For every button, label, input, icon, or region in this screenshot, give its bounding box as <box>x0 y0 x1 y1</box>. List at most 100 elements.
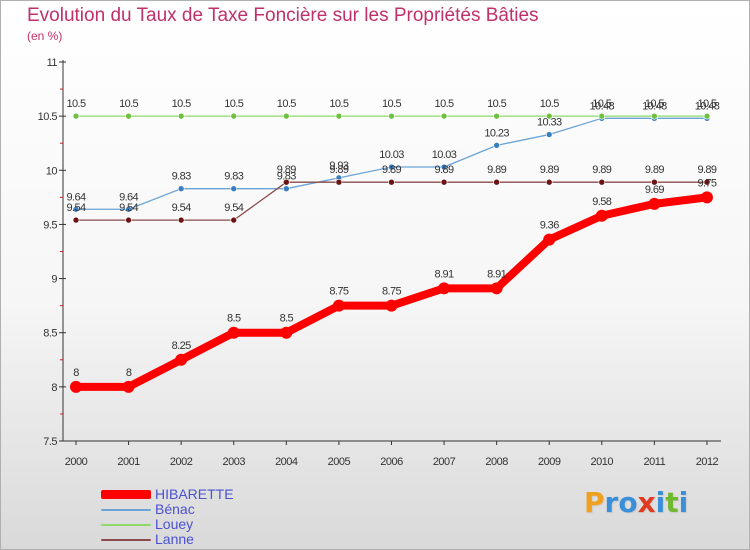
data-point <box>493 112 500 120</box>
legend-swatch <box>101 539 151 541</box>
logo-letter: t <box>665 486 679 519</box>
data-label: 10.5 <box>277 98 296 110</box>
data-label: 8.25 <box>172 340 191 352</box>
data-label: 8.75 <box>329 286 348 298</box>
legend-label: HIBARETTE <box>155 486 234 502</box>
data-label: 9.75 <box>697 177 716 189</box>
data-label: 8.5 <box>227 313 241 325</box>
data-point <box>648 197 661 210</box>
data-point <box>283 112 290 120</box>
x-tick-label: 2008 <box>485 456 508 468</box>
data-point <box>283 178 290 186</box>
data-point <box>700 191 713 204</box>
data-point <box>72 205 80 213</box>
data-point <box>72 112 80 120</box>
data-point <box>388 178 395 186</box>
data-point <box>125 205 132 213</box>
data-label: 9.89 <box>277 164 296 176</box>
data-point <box>335 112 343 120</box>
legend-swatch <box>101 490 151 499</box>
data-point <box>651 112 658 120</box>
data-point <box>545 112 553 120</box>
x-tick-label: 2006 <box>380 456 403 468</box>
data-label: 9.93 <box>329 160 348 172</box>
data-label: 10.5 <box>172 98 191 110</box>
data-label: 9.54 <box>224 202 243 214</box>
data-point <box>703 112 711 120</box>
data-point <box>493 178 500 186</box>
data-point <box>545 131 553 138</box>
data-label: 9.89 <box>435 164 454 176</box>
logo-letter: x <box>637 486 656 519</box>
data-label: 10.5 <box>66 98 85 110</box>
x-tick-label: 2001 <box>117 456 140 468</box>
data-point <box>651 178 658 186</box>
data-point <box>230 185 238 192</box>
data-label: 8.91 <box>435 268 454 280</box>
data-point <box>545 178 553 186</box>
data-point <box>440 163 448 171</box>
data-label: 9.89 <box>382 164 401 176</box>
x-tick-label: 2002 <box>170 456 193 468</box>
x-tick-label: 2011 <box>644 456 666 468</box>
data-label: 10.48 <box>642 100 667 112</box>
data-point <box>703 178 711 186</box>
data-label: 9.89 <box>487 164 506 176</box>
y-tick-label: 7.5 <box>43 436 57 448</box>
data-point <box>543 233 556 246</box>
data-label: 9.36 <box>540 220 559 232</box>
data-point <box>490 282 503 295</box>
data-label: 10.5 <box>224 98 243 110</box>
data-label: 10.5 <box>382 98 401 110</box>
data-point <box>230 216 238 224</box>
x-tick-label: 2007 <box>433 456 456 468</box>
data-label: 8.91 <box>487 268 506 280</box>
data-label: 9.89 <box>645 164 664 176</box>
data-label: 9.89 <box>329 164 348 176</box>
data-point <box>177 216 185 224</box>
data-label: 9.54 <box>172 202 191 214</box>
data-point <box>332 299 345 312</box>
data-label: 9.89 <box>697 164 716 176</box>
data-point <box>122 380 135 393</box>
y-tick-label: 11 <box>47 57 58 69</box>
data-label: 10.5 <box>329 98 348 110</box>
data-label: 9.64 <box>119 191 138 203</box>
data-label: 10.23 <box>484 127 509 139</box>
data-point <box>440 178 448 186</box>
data-label: 10.03 <box>432 149 457 161</box>
data-point <box>227 326 240 339</box>
x-tick-label: 2005 <box>328 456 351 468</box>
data-point <box>440 112 448 120</box>
logo-letter: i <box>678 486 689 519</box>
data-label: 9.54 <box>119 202 138 214</box>
data-label: 9.54 <box>66 202 85 214</box>
data-point <box>598 112 606 120</box>
data-label: 9.83 <box>277 171 296 183</box>
data-point <box>385 299 398 312</box>
x-tick-label: 2003 <box>222 456 245 468</box>
data-point <box>493 142 500 149</box>
data-point <box>70 380 82 393</box>
data-label: 9.58 <box>592 196 611 208</box>
y-tick-label: 10.5 <box>38 111 58 123</box>
data-label: 10.5 <box>592 98 611 110</box>
x-tick-label: 2000 <box>65 456 88 468</box>
data-label: 9.83 <box>172 171 191 183</box>
x-tick-label: 2009 <box>538 456 561 468</box>
data-label: 10.5 <box>435 98 454 110</box>
chart-subtitle: (en %) <box>27 29 63 43</box>
data-point <box>280 326 293 339</box>
data-label: 9.89 <box>540 164 559 176</box>
data-label: 9.83 <box>224 171 243 183</box>
legend-label: Bénac <box>155 501 195 517</box>
data-point <box>125 216 132 224</box>
data-point <box>598 178 606 186</box>
data-point <box>177 112 185 120</box>
data-label: 8.75 <box>382 286 401 298</box>
data-point <box>595 209 608 222</box>
data-label: 10.5 <box>119 98 138 110</box>
data-label: 10.5 <box>487 98 506 110</box>
proxiti-logo: Proxiti <box>584 486 688 519</box>
